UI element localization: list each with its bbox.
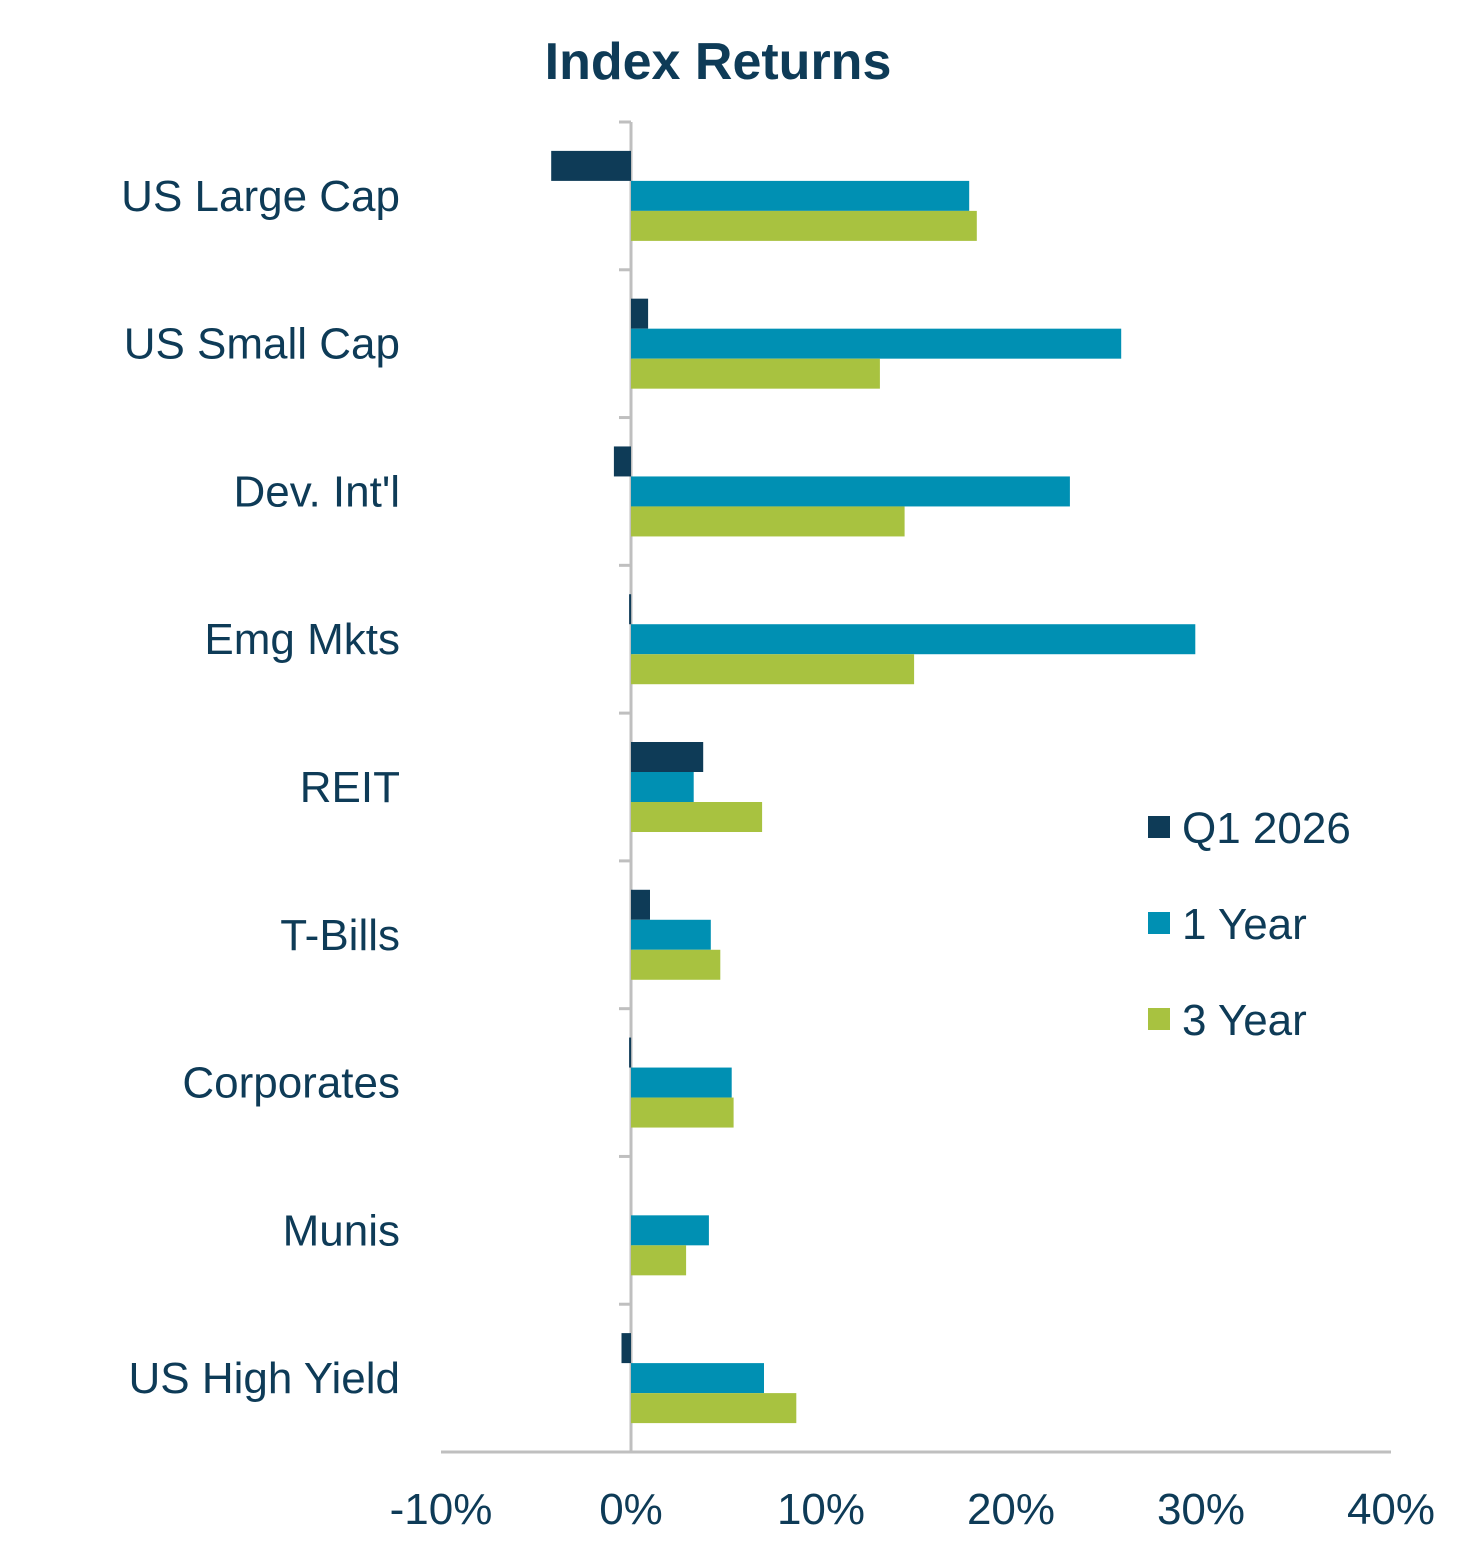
bar-3y-8 — [631, 1393, 797, 1424]
legend: Q1 2026 1 Year 3 Year — [1148, 804, 1351, 1045]
bar-3y-5 — [631, 949, 721, 980]
legend-label: 3 Year — [1182, 996, 1307, 1045]
bar-1y-1 — [631, 328, 1122, 359]
x-tick-label: 30% — [1157, 1485, 1245, 1534]
bar-3y-6 — [631, 1097, 734, 1128]
bar-3y-7 — [631, 1245, 687, 1276]
bar-1y-0 — [631, 180, 970, 211]
legend-swatch — [1148, 816, 1170, 838]
bar-1y-8 — [631, 1363, 764, 1394]
bar-q1-5 — [631, 889, 650, 920]
bar-1y-3 — [631, 624, 1196, 655]
bar-3y-3 — [631, 654, 915, 685]
category-label: Munis — [283, 1206, 400, 1255]
bar-q1-3 — [629, 594, 632, 625]
bar-3y-1 — [631, 358, 880, 389]
category-label: Dev. Int'l — [233, 467, 400, 516]
category-label: Emg Mkts — [204, 615, 400, 664]
category-labels: US Large Cap US Small Cap Dev. Int'l Emg Mk… — [121, 172, 400, 1403]
legend-swatch — [1148, 1008, 1170, 1030]
bar-1y-2 — [631, 476, 1070, 507]
bar-q1-8 — [621, 1333, 631, 1364]
axes — [441, 120, 1391, 1454]
category-label: Corporates — [182, 1059, 400, 1108]
x-tick-label: 0% — [599, 1485, 663, 1534]
legend-swatch — [1148, 912, 1170, 934]
bar-1y-7 — [631, 1215, 709, 1246]
category-label: US High Yield — [129, 1354, 400, 1403]
category-label: T-Bills — [280, 911, 400, 960]
x-tick-label: 40% — [1347, 1485, 1435, 1534]
bar-q1-4 — [631, 742, 704, 772]
bars — [551, 150, 1196, 1424]
bar-q1-2 — [613, 446, 631, 477]
bar-q1-1 — [631, 298, 649, 329]
x-tick-label: 10% — [777, 1485, 865, 1534]
bar-3y-4 — [631, 802, 763, 832]
bar-1y-4 — [631, 772, 694, 802]
bar-1y-6 — [631, 1067, 732, 1098]
bar-q1-0 — [551, 150, 631, 181]
bar-3y-0 — [631, 210, 977, 241]
bar-q1-6 — [629, 1037, 632, 1068]
category-label: US Small Cap — [124, 320, 400, 369]
x-tick-label: 20% — [967, 1485, 1055, 1534]
bar-1y-5 — [631, 919, 711, 950]
category-label: REIT — [300, 763, 400, 812]
x-tick-label: -10% — [390, 1485, 493, 1534]
category-label: US Large Cap — [121, 172, 400, 221]
tick-labels: -10% 0% 10% 20% 30% 40% — [390, 1485, 1435, 1534]
bar-3y-2 — [631, 506, 905, 537]
legend-label: 1 Year — [1182, 900, 1307, 949]
legend-label: Q1 2026 — [1182, 804, 1351, 853]
chart-title: Index Returns — [544, 33, 892, 91]
